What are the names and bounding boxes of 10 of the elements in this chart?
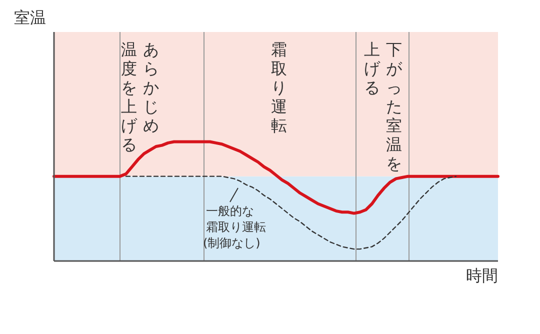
annotation: 一般的な xyxy=(206,203,254,220)
text: 霜取り運転 xyxy=(271,40,287,135)
annotation: 下がった室温を xyxy=(386,40,402,173)
annotation: (制御なし) xyxy=(203,235,260,252)
annotation: 温度を上げる xyxy=(121,40,137,154)
text: あらかじめ xyxy=(143,40,159,135)
text: 室温 xyxy=(14,8,46,29)
text: 上げる xyxy=(364,40,380,97)
x-axis-title: 時間 xyxy=(466,266,498,287)
annotation: 霜取り運転 xyxy=(206,219,266,236)
